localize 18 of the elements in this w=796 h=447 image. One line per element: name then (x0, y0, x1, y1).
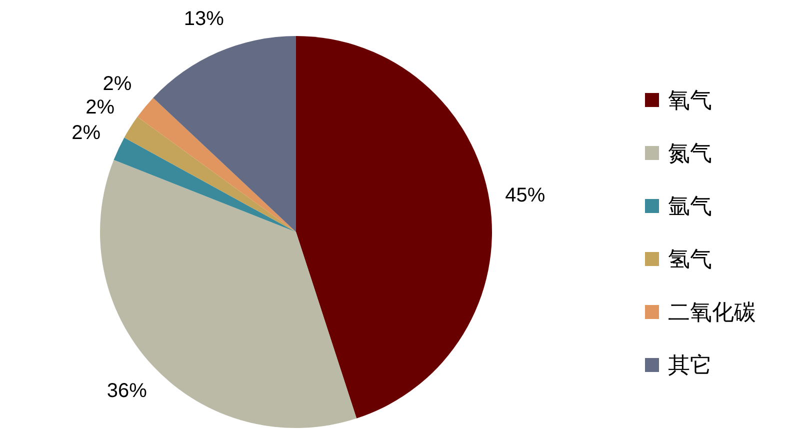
data-label: 2% (86, 96, 115, 119)
legend-label: 氧气 (668, 88, 712, 112)
legend-label: 氩气 (668, 194, 712, 218)
pie-slice (296, 36, 492, 418)
pie-slice (124, 116, 296, 232)
pie-slice (114, 138, 296, 232)
data-label: 36% (106, 380, 148, 402)
legend-label: 氢气 (668, 246, 712, 272)
data-label: 2% (102, 73, 132, 96)
legend-label: 其它 (668, 352, 712, 378)
legend-label: 氮气 (668, 140, 712, 166)
data-label: 2% (72, 122, 101, 144)
pie-slice (137, 98, 296, 232)
pie-slice (100, 160, 357, 428)
data-label: 45% (505, 184, 546, 207)
legend-label: 二氧化碳 (668, 300, 756, 324)
data-label: 13% (184, 8, 224, 30)
pie-slice (153, 36, 296, 232)
